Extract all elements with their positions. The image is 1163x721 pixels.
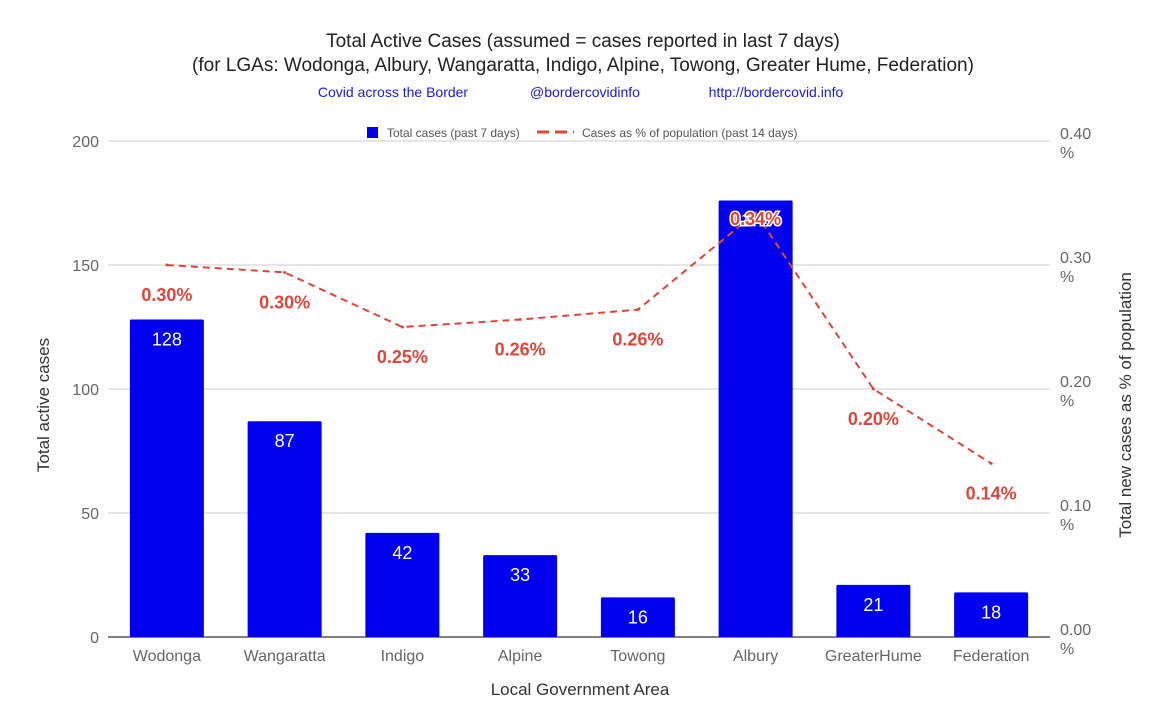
- bar-value-label: 18: [981, 602, 1001, 622]
- pct-value-label: 0.26%: [495, 340, 546, 360]
- bar-value-label: 87: [275, 431, 295, 451]
- pct-value-label: 0.34%: [730, 209, 781, 229]
- legend-label-line: Cases as % of population (past 14 days): [582, 126, 797, 140]
- y-tick-label: 100: [72, 382, 99, 399]
- pct-point: [636, 308, 640, 312]
- y2-tick-label: 0.00%: [1060, 622, 1091, 658]
- x-axis-title: Local Government Area: [491, 680, 670, 699]
- chart-title: Total Active Cases (assumed = cases repo…: [326, 31, 840, 52]
- bar-value-label: 128: [152, 330, 182, 350]
- pct-value-label: 0.25%: [377, 347, 428, 367]
- x-axis: Wodonga Wangaratta Indigo Alpine Towong Albur…: [133, 648, 1030, 665]
- x-tick-label: Alpine: [498, 648, 543, 665]
- pct-value-label: 0.26%: [612, 330, 663, 350]
- pct-point: [165, 263, 169, 267]
- y-axis-right: 0.00 % 0.10 % 0.20 % 0.30 % 0.40%: [1060, 126, 1091, 658]
- x-tick-label: Federation: [953, 648, 1030, 665]
- pct-line-layer: 0.30% 0.30% 0.25% 0.26% 0.26% 0.34% 0.20% 0.14%: [140, 207, 1018, 504]
- legend-label-bar: Total cases (past 7 days): [387, 126, 520, 140]
- pct-point: [871, 387, 875, 391]
- bar: [600, 597, 675, 637]
- y2-tick-label: 0.40%: [1060, 126, 1091, 162]
- x-tick-label: Albury: [733, 648, 778, 665]
- chart-title-line2: (for LGAs: Wodonga, Albury, Wangaratta, …: [192, 55, 974, 76]
- y2-tick-label: 0.20%: [1060, 374, 1091, 410]
- y-tick-label: 50: [81, 506, 99, 523]
- bar: [954, 592, 1029, 637]
- y-tick-label: 150: [72, 258, 99, 275]
- subtitle-handle: @bordercovidinfo: [530, 84, 640, 100]
- legend: Total cases (past 7 days) Cases as % of …: [367, 126, 797, 140]
- bar-value-label: 16: [628, 607, 648, 627]
- x-tick-label: Wodonga: [133, 648, 201, 665]
- pct-point: [400, 325, 404, 329]
- pct-value-label: 0.30%: [259, 292, 310, 312]
- bar: [365, 532, 440, 637]
- pct-value-label: 0.20%: [848, 409, 899, 429]
- x-tick-label: Indigo: [381, 648, 425, 665]
- legend-swatch-bar: [367, 127, 378, 138]
- y2-tick-label: 0.10%: [1060, 498, 1091, 534]
- y-axis-left: 0 50 100 150 200: [72, 134, 99, 647]
- pct-value-label: 0.30%: [141, 285, 192, 305]
- bar: [483, 555, 558, 637]
- bar: [836, 584, 911, 637]
- pct-value-label: 0.14%: [966, 483, 1017, 503]
- bar-value-label: 33: [510, 565, 530, 585]
- y2-tick-label: 0.30%: [1060, 250, 1091, 286]
- bar: [247, 421, 322, 637]
- bar: [129, 319, 204, 637]
- y-tick-label: 200: [72, 134, 99, 151]
- x-tick-label: Wangaratta: [244, 648, 326, 665]
- x-tick-label: GreaterHume: [825, 648, 922, 665]
- pct-line: [166, 211, 992, 465]
- pct-point: [989, 461, 993, 465]
- subtitle-url: http://bordercovid.info: [709, 84, 844, 100]
- pct-point: [518, 318, 522, 322]
- y-axis-title: Total active cases: [34, 338, 53, 472]
- y-tick-label: 0: [90, 630, 99, 647]
- x-tick-label: Towong: [610, 648, 665, 665]
- bar: [718, 200, 793, 637]
- y2-axis-title: Total new cases as % of population: [1116, 272, 1135, 538]
- bar-value-label: 42: [392, 543, 412, 563]
- pct-point: [754, 211, 758, 215]
- subtitle-left: Covid across the Border: [318, 84, 469, 100]
- pct-point: [283, 270, 287, 274]
- bar-value-label: 21: [863, 595, 883, 615]
